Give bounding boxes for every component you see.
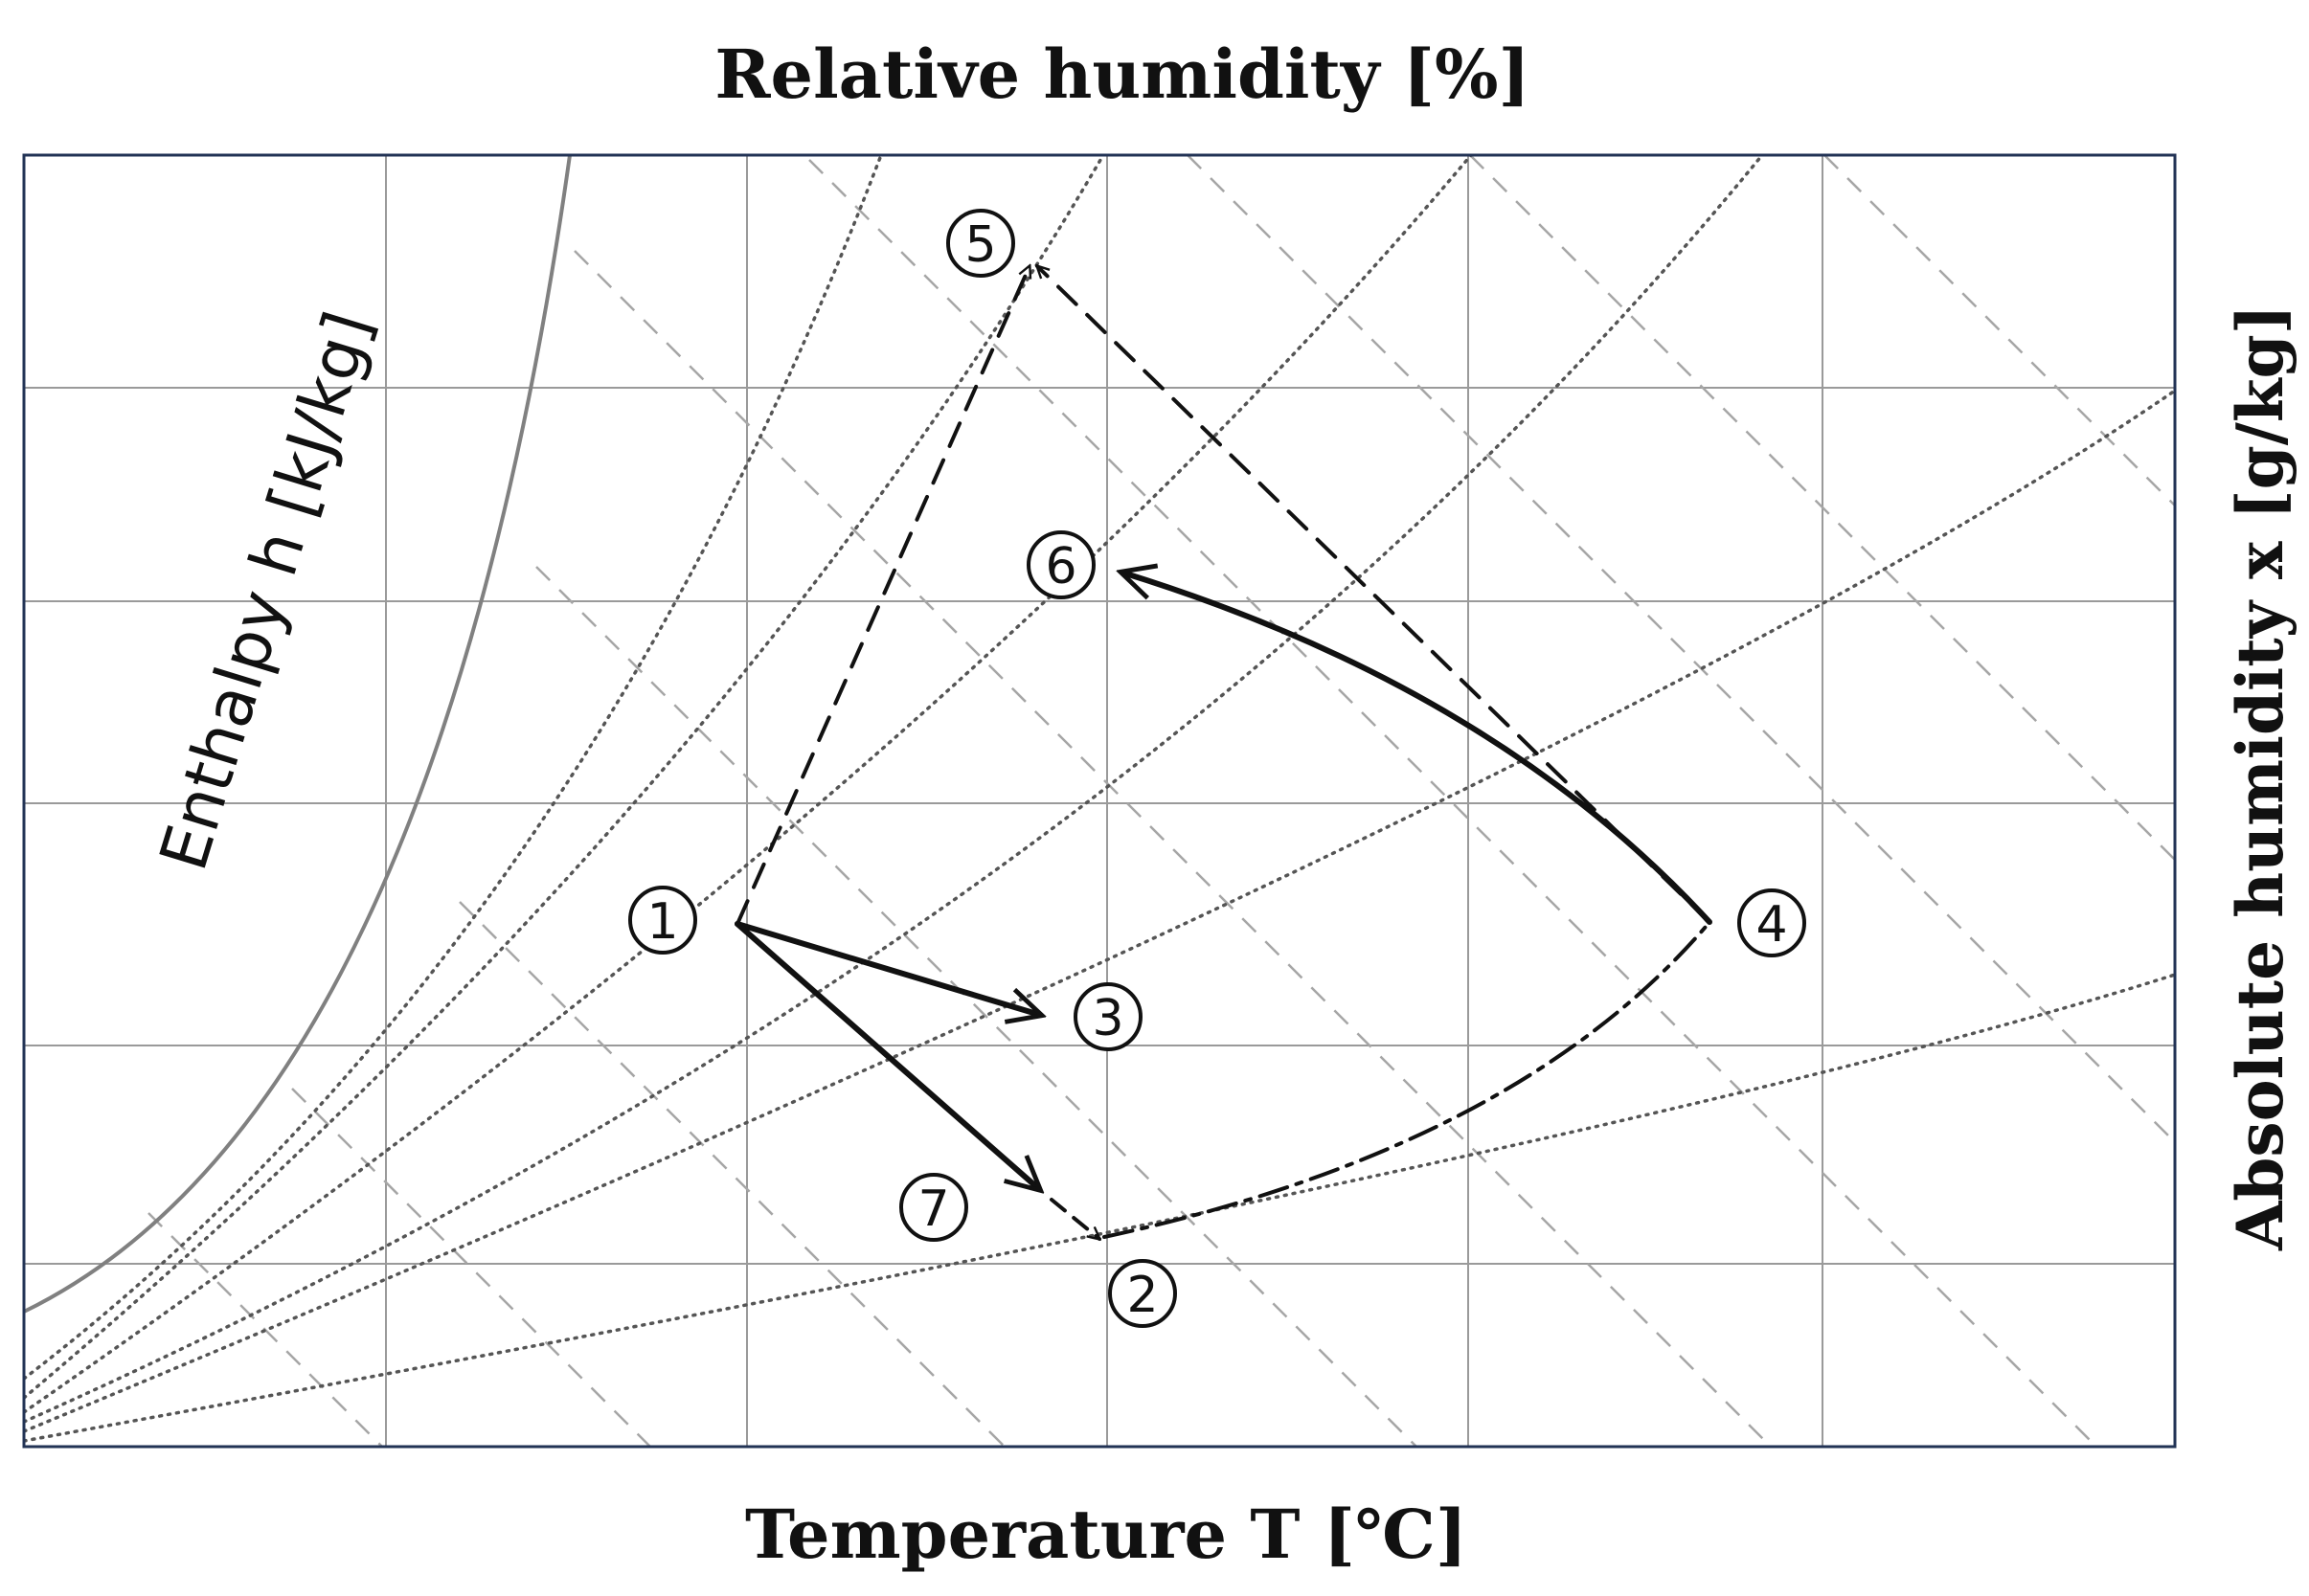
process-line-2-4 [1102,925,1708,1239]
rh-curve [24,155,883,1381]
point-6-marker: 6 [1027,530,1096,599]
point-2-marker: 2 [1108,1259,1177,1328]
rh-curve [24,973,2175,1443]
point-4-marker: 4 [1737,888,1806,957]
point-5-label: 5 [964,216,996,274]
plot-frame [22,153,2177,1449]
enthalpy-line [535,566,1417,1447]
process-line-7-2 [1050,1198,1099,1239]
top-axis-title: Relative humidity [%] [714,34,1529,114]
point-1-marker: 1 [628,886,697,955]
enthalpy-axis-title: Enthalpy h [kJ/kg] [146,303,387,879]
point-markers: 1 2 3 4 5 6 7 [628,209,1806,1328]
process-line-1-7 [735,921,1039,1189]
point-4-label: 4 [1755,896,1787,954]
enthalpy-line [1469,155,2175,861]
enthalpy-line [1823,155,2175,506]
enthalpy-line [808,159,2097,1447]
saturation-curve [23,154,572,1314]
rh-curve [24,155,1105,1400]
point-7-marker: 7 [899,1173,968,1242]
absolute-humidity-axis-title: Absolute humidity x [g/kg] [2223,304,2298,1251]
enthalpy-line [459,901,1006,1447]
enthalpy-line [574,250,1772,1447]
rh-curve [24,389,2175,1433]
process-line-4-5 [1037,266,1711,924]
process-line-1-5 [736,266,1030,926]
point-1-label: 1 [646,893,678,951]
process-line-4-6 [1122,573,1712,925]
rh-curve [24,155,1764,1424]
point-2-label: 2 [1126,1267,1158,1324]
rh-curve [24,155,1473,1414]
point-3-marker: 3 [1074,982,1143,1051]
enthalpy-lines [147,155,2175,1447]
bottom-axis-title: Temperature T [℃] [745,1495,1467,1574]
relative-humidity-curves [24,155,2175,1443]
point-3-label: 3 [1092,990,1123,1047]
point-5-marker: 5 [946,209,1015,278]
enthalpy-line [1187,155,2175,1143]
process-line-1-3 [735,921,1040,1015]
point-6-label: 6 [1045,538,1076,596]
point-7-label: 7 [917,1180,949,1238]
process-lines [735,266,1712,1239]
